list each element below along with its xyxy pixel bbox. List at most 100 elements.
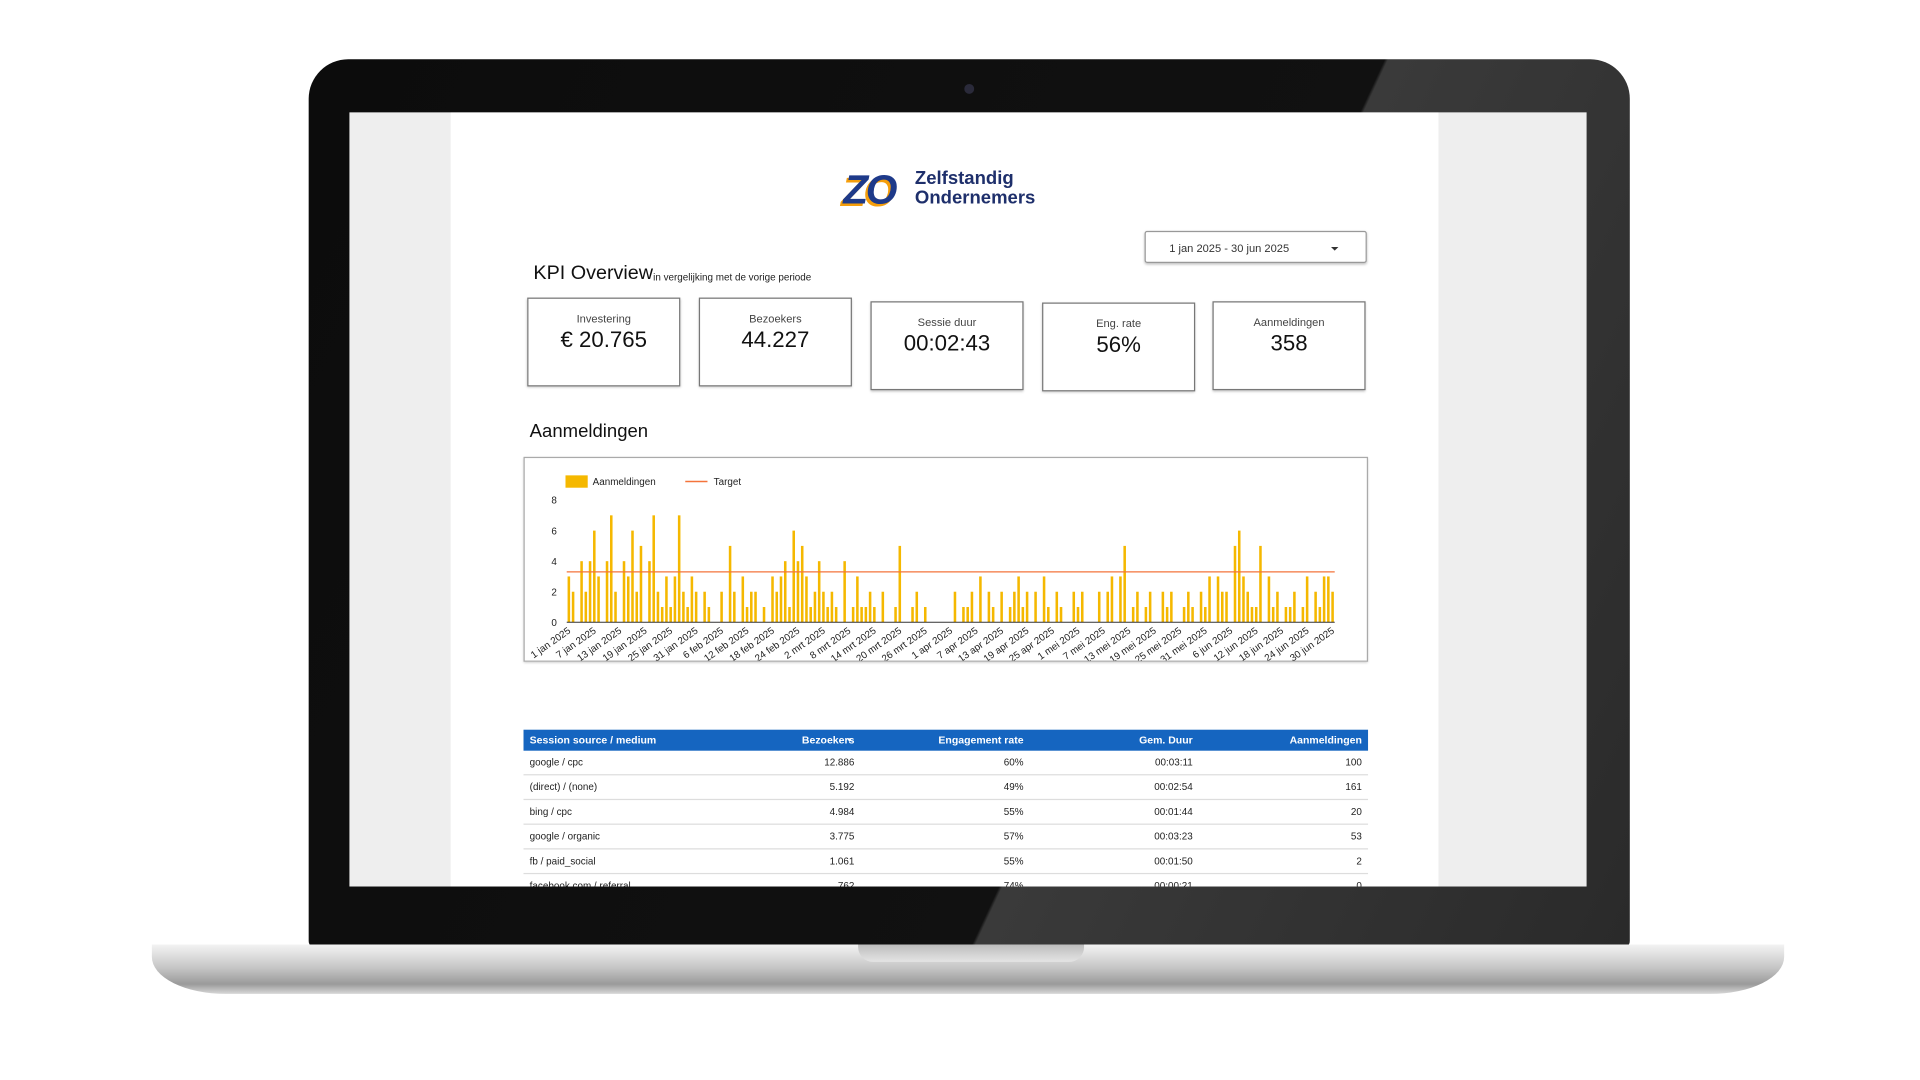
bar [1000, 591, 1003, 623]
chart-box: 0 2 4 6 8 Aanmeldingen Target 1 jan 2025 7 jan 2… [523, 456, 1369, 666]
bar [1322, 576, 1326, 623]
table-cell: fb / paid_social [529, 855, 596, 867]
bar [703, 591, 706, 623]
bar [622, 561, 626, 623]
bar [860, 607, 863, 623]
bar [1208, 576, 1211, 623]
bar [868, 591, 872, 623]
bar [1331, 591, 1334, 623]
report: ZO Zelfstandig Ondernemers 1 jan 2025 - … [450, 112, 1439, 887]
bar [970, 591, 974, 623]
bar [1165, 607, 1169, 623]
table-cell: 100 [1345, 756, 1362, 768]
bar [720, 591, 723, 623]
bar [1204, 607, 1207, 623]
kpi-label: Sessie duur [917, 316, 977, 329]
bar [1220, 591, 1224, 623]
table-header: Session source / medium Bezoekers Engageme… [523, 729, 1369, 751]
bar [588, 561, 592, 623]
bar [830, 591, 834, 623]
table-cell: 49% [1003, 781, 1024, 793]
table-cell: facebook.com / referral [529, 880, 631, 887]
table-cell: 57% [1003, 830, 1024, 843]
bar [1021, 607, 1025, 623]
bar [686, 607, 689, 623]
bar [1034, 591, 1037, 623]
bar [1191, 607, 1194, 623]
table-cell: 55% [1003, 855, 1024, 867]
bar [775, 591, 779, 623]
bar [571, 591, 575, 623]
bar [856, 576, 859, 623]
table-row: google / cpc 12.886 60% 00:03:11 100 [523, 751, 1369, 776]
bar [1233, 545, 1237, 623]
table-cell: 00:01:44 [1154, 806, 1193, 818]
table-row: (direct) / (none) 5.192 49% 00:02:54 161 [523, 775, 1369, 801]
table-cell: 60% [1003, 756, 1024, 768]
column-header: Aanmeldingen [1289, 733, 1362, 746]
bar [1161, 591, 1165, 623]
table-cell: (direct) / (none) [529, 781, 598, 793]
bar [1136, 591, 1139, 623]
bar [1017, 576, 1020, 623]
bar [639, 545, 643, 623]
caret [1331, 246, 1339, 251]
bar [626, 576, 630, 623]
bar [733, 591, 736, 623]
bar [881, 591, 885, 623]
kpi-card: Bezoekers 44.227 [698, 297, 852, 387]
bar [1097, 591, 1101, 623]
bar [1072, 591, 1076, 623]
table-cell: 4.984 [829, 806, 855, 818]
table: Session source / medium Bezoekers Engageme… [523, 729, 1369, 887]
bar [894, 607, 897, 623]
camera [964, 83, 975, 94]
bar [1080, 591, 1084, 623]
bar [1267, 576, 1271, 623]
bar [987, 591, 991, 623]
table-cell: 00:01:50 [1154, 855, 1193, 867]
bar [1008, 607, 1012, 623]
bar [911, 607, 914, 623]
table-cell: google / cpc [529, 756, 583, 768]
bar [1216, 576, 1220, 623]
bar [1131, 607, 1135, 623]
bar [1170, 591, 1173, 623]
bar [1106, 591, 1109, 623]
bar [1225, 591, 1228, 623]
y-tick-label: 8 [551, 496, 557, 507]
y-tick-label: 2 [551, 587, 556, 598]
table-cell: 00:03:23 [1154, 830, 1193, 843]
table-row: fb / paid_social 1.061 55% 00:01:50 2 [523, 849, 1369, 875]
bar [800, 545, 804, 623]
bar [665, 576, 668, 623]
bar [1059, 607, 1063, 623]
bar [631, 530, 634, 623]
kpi-card: Investering € 20.765 [527, 297, 681, 387]
bar [750, 591, 753, 623]
kpi-value: 00:02:43 [903, 330, 991, 356]
kpi-label: Aanmeldingen [1253, 316, 1325, 329]
bar [1254, 607, 1258, 623]
date-picker[interactable]: 1 jan 2025 - 30 jun 2025 [1144, 230, 1367, 263]
bar [652, 515, 655, 623]
bar [635, 591, 639, 623]
kpi-card: Aanmeldingen 358 [1212, 301, 1366, 391]
legend-swatch [565, 475, 588, 488]
bar [694, 591, 698, 623]
table-cell: 00:00:21 [1154, 880, 1193, 887]
table-cell: 55% [1003, 806, 1024, 818]
kpi-value: 56% [1096, 332, 1141, 357]
bar [610, 515, 613, 623]
bar [779, 576, 783, 623]
bar [1042, 576, 1046, 623]
kpi-subtitle: in vergelijking met de vorige periode [653, 271, 812, 283]
table-row: google / organic 3.775 57% 00:03:23 53 [523, 825, 1369, 850]
bar [707, 607, 711, 623]
y-tick-label: 6 [551, 526, 557, 537]
bar [822, 591, 825, 623]
bar [656, 591, 660, 623]
bar [813, 591, 817, 623]
bar [1025, 591, 1029, 623]
